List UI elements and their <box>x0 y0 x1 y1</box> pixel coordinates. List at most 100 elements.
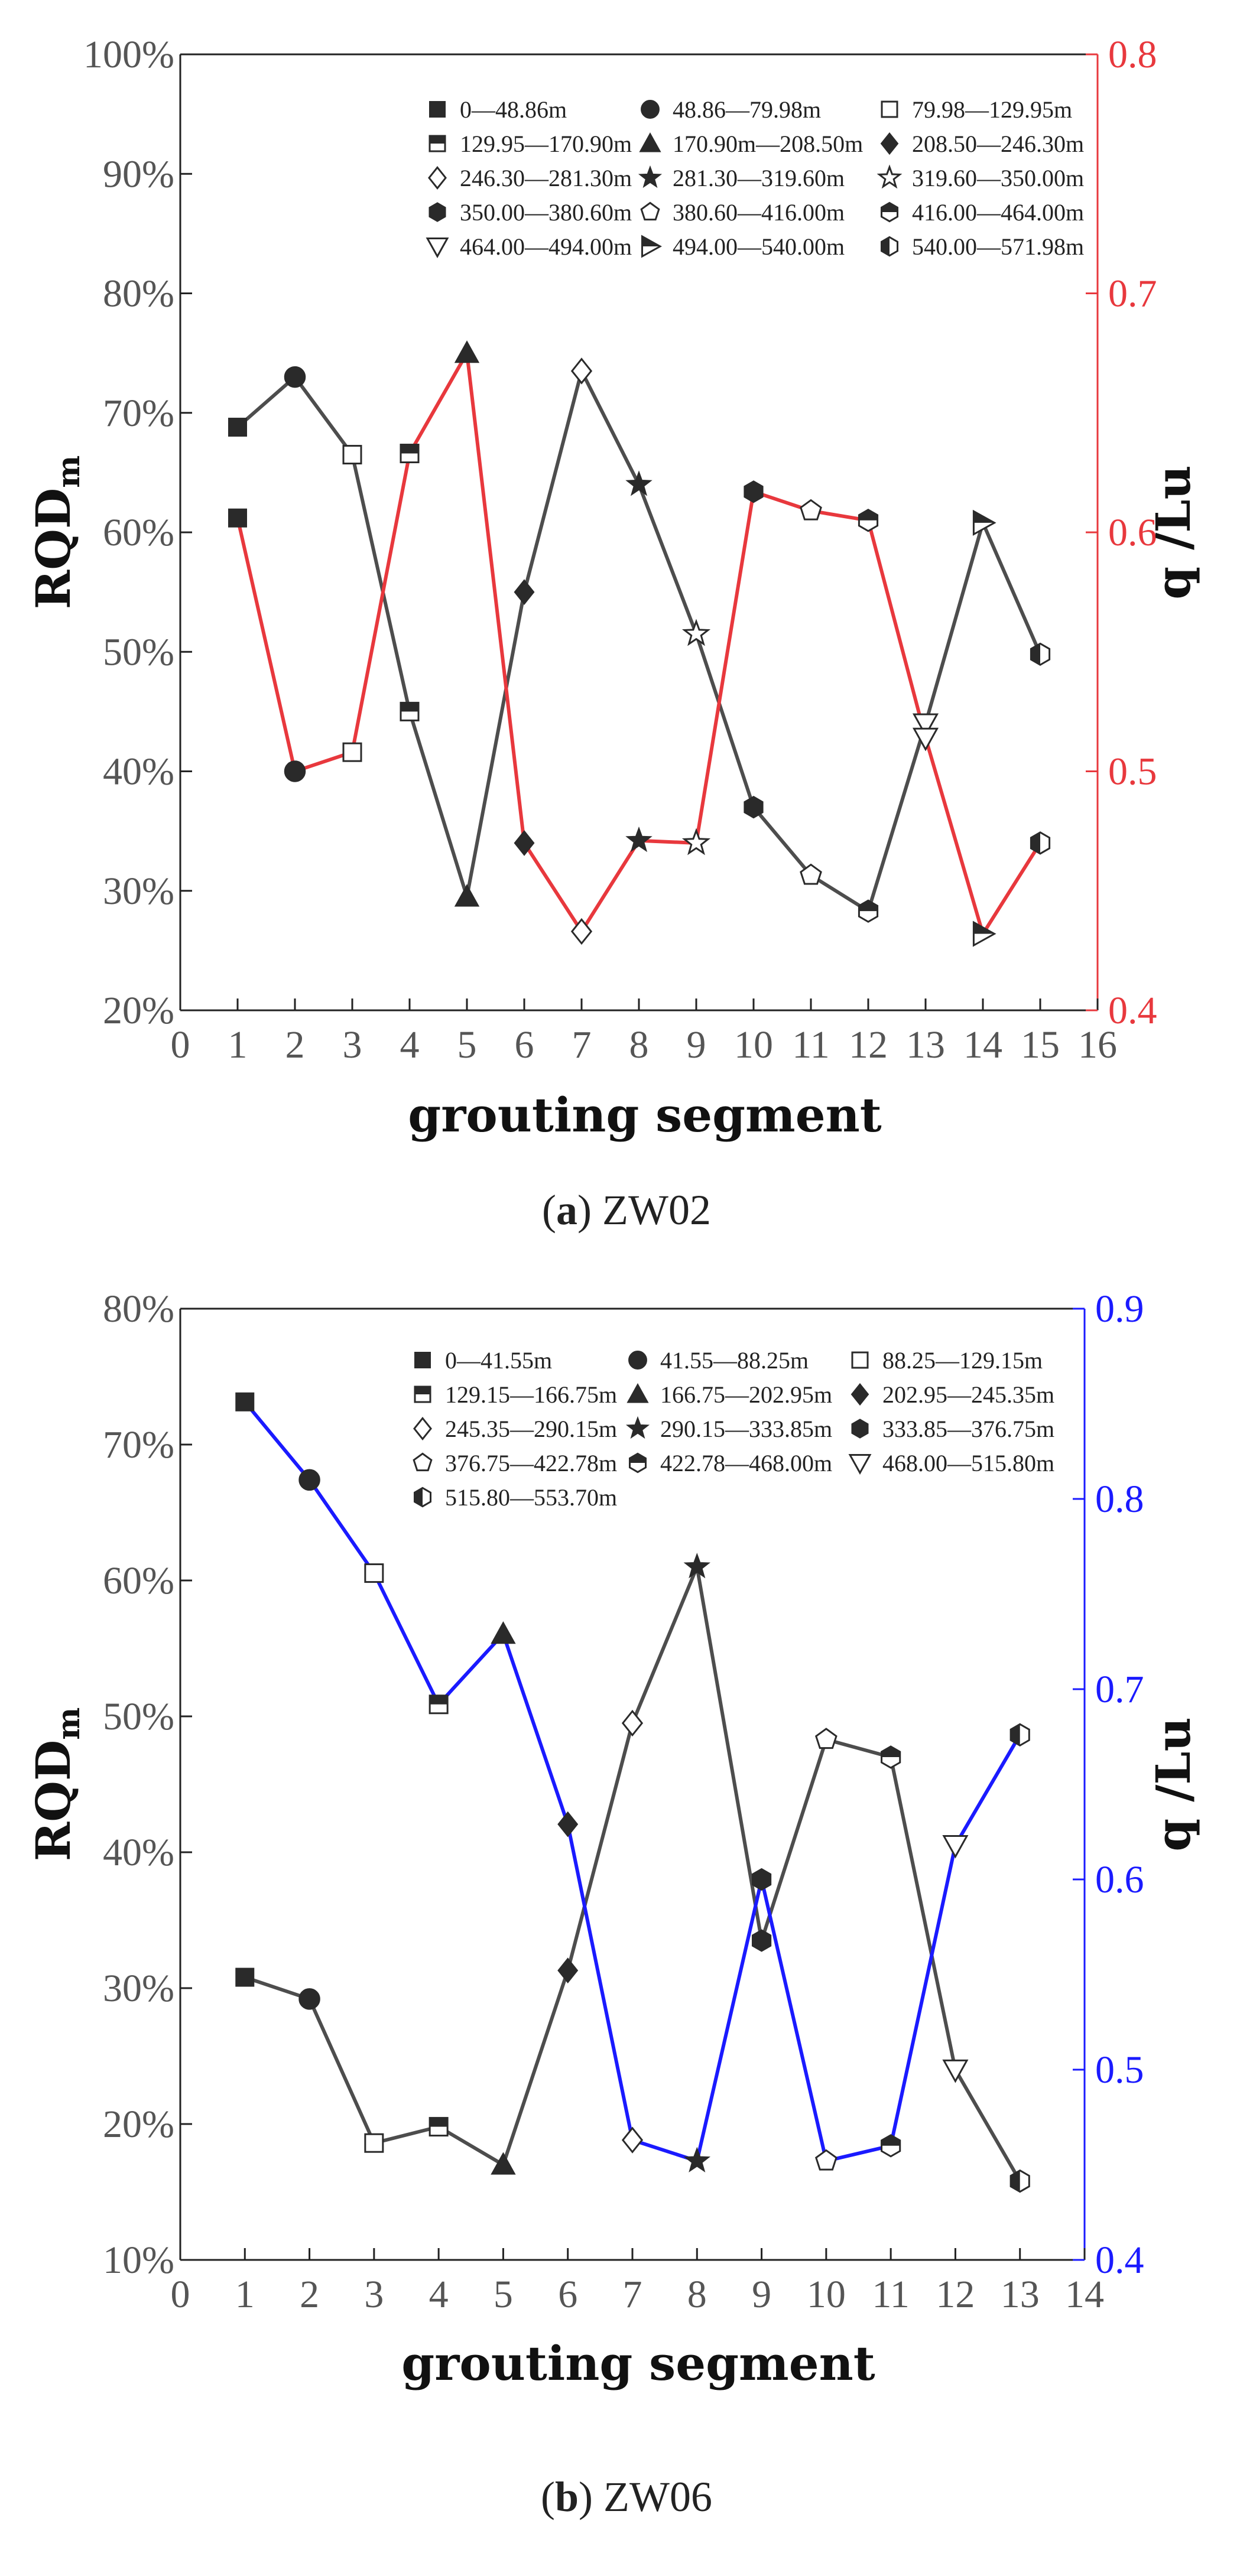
y2-tick-label: 0.8 <box>1095 1478 1144 1521</box>
y-tick-label: 50% <box>103 1695 174 1738</box>
legend-marker <box>877 164 903 189</box>
x-tick-label: 3 <box>343 1023 362 1066</box>
data-point-q-2 <box>298 1469 320 1491</box>
legend-label: 88.25—129.15m <box>882 1347 1043 1374</box>
legend-marker <box>413 1487 432 1508</box>
legend-marker <box>413 1452 433 1472</box>
data-point-q-13 <box>912 727 939 752</box>
x-tick-label: 8 <box>629 1023 649 1066</box>
legend-marker <box>625 1416 650 1439</box>
x-tick-label: 11 <box>872 2273 910 2316</box>
x-tick-label: 9 <box>752 2273 771 2316</box>
caption-open: ( <box>542 1186 556 1234</box>
legend-marker <box>881 100 898 118</box>
data-point-rqd-12 <box>942 2059 969 2083</box>
legend-marker <box>429 202 446 222</box>
y-tick-label: 40% <box>103 1831 174 1874</box>
data-point-q-7 <box>570 918 593 945</box>
legend-item: 422.78—468.00m <box>628 1450 832 1476</box>
figure-caption: (b) ZW06 <box>541 2473 712 2520</box>
x-tick-label: 13 <box>1001 2273 1040 2316</box>
data-point-rqd-12 <box>858 899 879 923</box>
legend-marker <box>414 1352 431 1368</box>
legend-label: 494.00—540.00m <box>673 233 845 260</box>
data-point-q-5 <box>454 340 480 363</box>
y-tick-label: 30% <box>103 870 174 913</box>
x-tick-label: 10 <box>734 1023 773 1066</box>
legend-marker <box>640 201 660 221</box>
legend-label: 208.50—246.30m <box>912 131 1084 157</box>
data-point-rqd-2 <box>284 366 306 388</box>
legend-marker <box>426 237 449 258</box>
legend-item: 380.60—416.00m <box>640 199 845 226</box>
data-point-q-6 <box>514 830 535 856</box>
series-line-q <box>236 351 1042 936</box>
legend-marker <box>880 132 899 155</box>
y2-tick-label: 0.9 <box>1095 1287 1144 1331</box>
legend-item: 416.00—464.00m <box>880 199 1084 226</box>
x-tick-label: 6 <box>558 2273 577 2316</box>
legend-item: 468.00—515.80m <box>848 1450 1054 1476</box>
data-point-q-1 <box>235 1392 255 1411</box>
legend-item: 494.00—540.00m <box>641 233 845 260</box>
legend-label: 319.60—350.00m <box>912 165 1084 191</box>
legend-label: 281.30—319.60m <box>673 165 845 191</box>
legend-marker <box>851 1419 869 1439</box>
x-tick-label: 1 <box>228 1023 248 1066</box>
x-tick-label: 16 <box>1078 1023 1117 1066</box>
y-tick-label: 20% <box>103 989 174 1032</box>
y-tick-label: 70% <box>103 392 174 435</box>
y-tick-label: 30% <box>103 1967 174 2010</box>
data-point-rqd-8 <box>683 1553 711 1579</box>
y2-tick-label: 0.4 <box>1095 2239 1144 2282</box>
legend-marker <box>851 1383 869 1406</box>
legend-label: 129.15—166.75m <box>445 1381 617 1408</box>
legend-label: 376.75—422.78m <box>445 1450 617 1476</box>
legend-label: 245.35—290.15m <box>445 1416 617 1442</box>
data-point-rqd-15 <box>1030 642 1051 666</box>
series-line-q <box>243 1400 1022 2163</box>
data-point-q-5 <box>491 1621 516 1644</box>
x-tick-label: 15 <box>1021 1023 1060 1066</box>
data-point-rqd-5 <box>491 2152 516 2175</box>
legend-label: 170.90m—208.50m <box>673 131 863 157</box>
y2-axis-title: q /Lu <box>1145 1717 1201 1851</box>
data-point-rqd-6 <box>557 1957 579 1983</box>
data-point-rqd-4 <box>400 701 420 721</box>
y2-tick-label: 0.8 <box>1108 33 1157 76</box>
data-point-q-6 <box>557 1811 579 1837</box>
legend-item: 246.30—281.30m <box>428 165 632 191</box>
data-point-q-12 <box>858 509 879 532</box>
data-point-q-13 <box>1009 1723 1030 1747</box>
y2-tick-label: 0.6 <box>1108 511 1157 554</box>
legend-marker <box>429 101 446 118</box>
caption-rest: ) ZW02 <box>577 1186 711 1234</box>
legend-label: 166.75—202.95m <box>660 1381 832 1408</box>
y2-tick-label: 0.5 <box>1095 2048 1144 2092</box>
y-axis-title: RQDm <box>25 1707 87 1862</box>
data-point-q-10 <box>744 480 764 503</box>
legend-item: 350.00—380.60m <box>429 199 632 226</box>
legend-label: 0—41.55m <box>445 1347 552 1374</box>
legend-marker <box>641 235 662 258</box>
x-tick-label: 14 <box>1065 2273 1104 2316</box>
data-point-rqd-1 <box>235 1967 255 1987</box>
y-tick-label: 80% <box>103 272 174 316</box>
y2-tick-label: 0.7 <box>1108 272 1157 316</box>
legend-marker <box>639 132 661 152</box>
x-tick-label: 13 <box>906 1023 945 1066</box>
data-point-rqd-7 <box>570 357 593 385</box>
legend-marker <box>413 1417 432 1440</box>
x-tick-label: 11 <box>792 1023 830 1066</box>
x-tick-label: 14 <box>963 1023 1002 1066</box>
data-point-q-12 <box>942 1835 969 1859</box>
data-point-rqd-11 <box>800 863 822 885</box>
x-tick-label: 0 <box>171 1023 190 1066</box>
y-axis-title-main: RQD <box>25 1740 81 1862</box>
data-point-q-11 <box>881 2134 901 2158</box>
y-axis-title-subscript: m <box>51 456 87 488</box>
y-tick-label: 80% <box>103 1287 174 1331</box>
legend-marker <box>880 201 899 223</box>
legend-item: 464.00—494.00m <box>426 233 632 260</box>
